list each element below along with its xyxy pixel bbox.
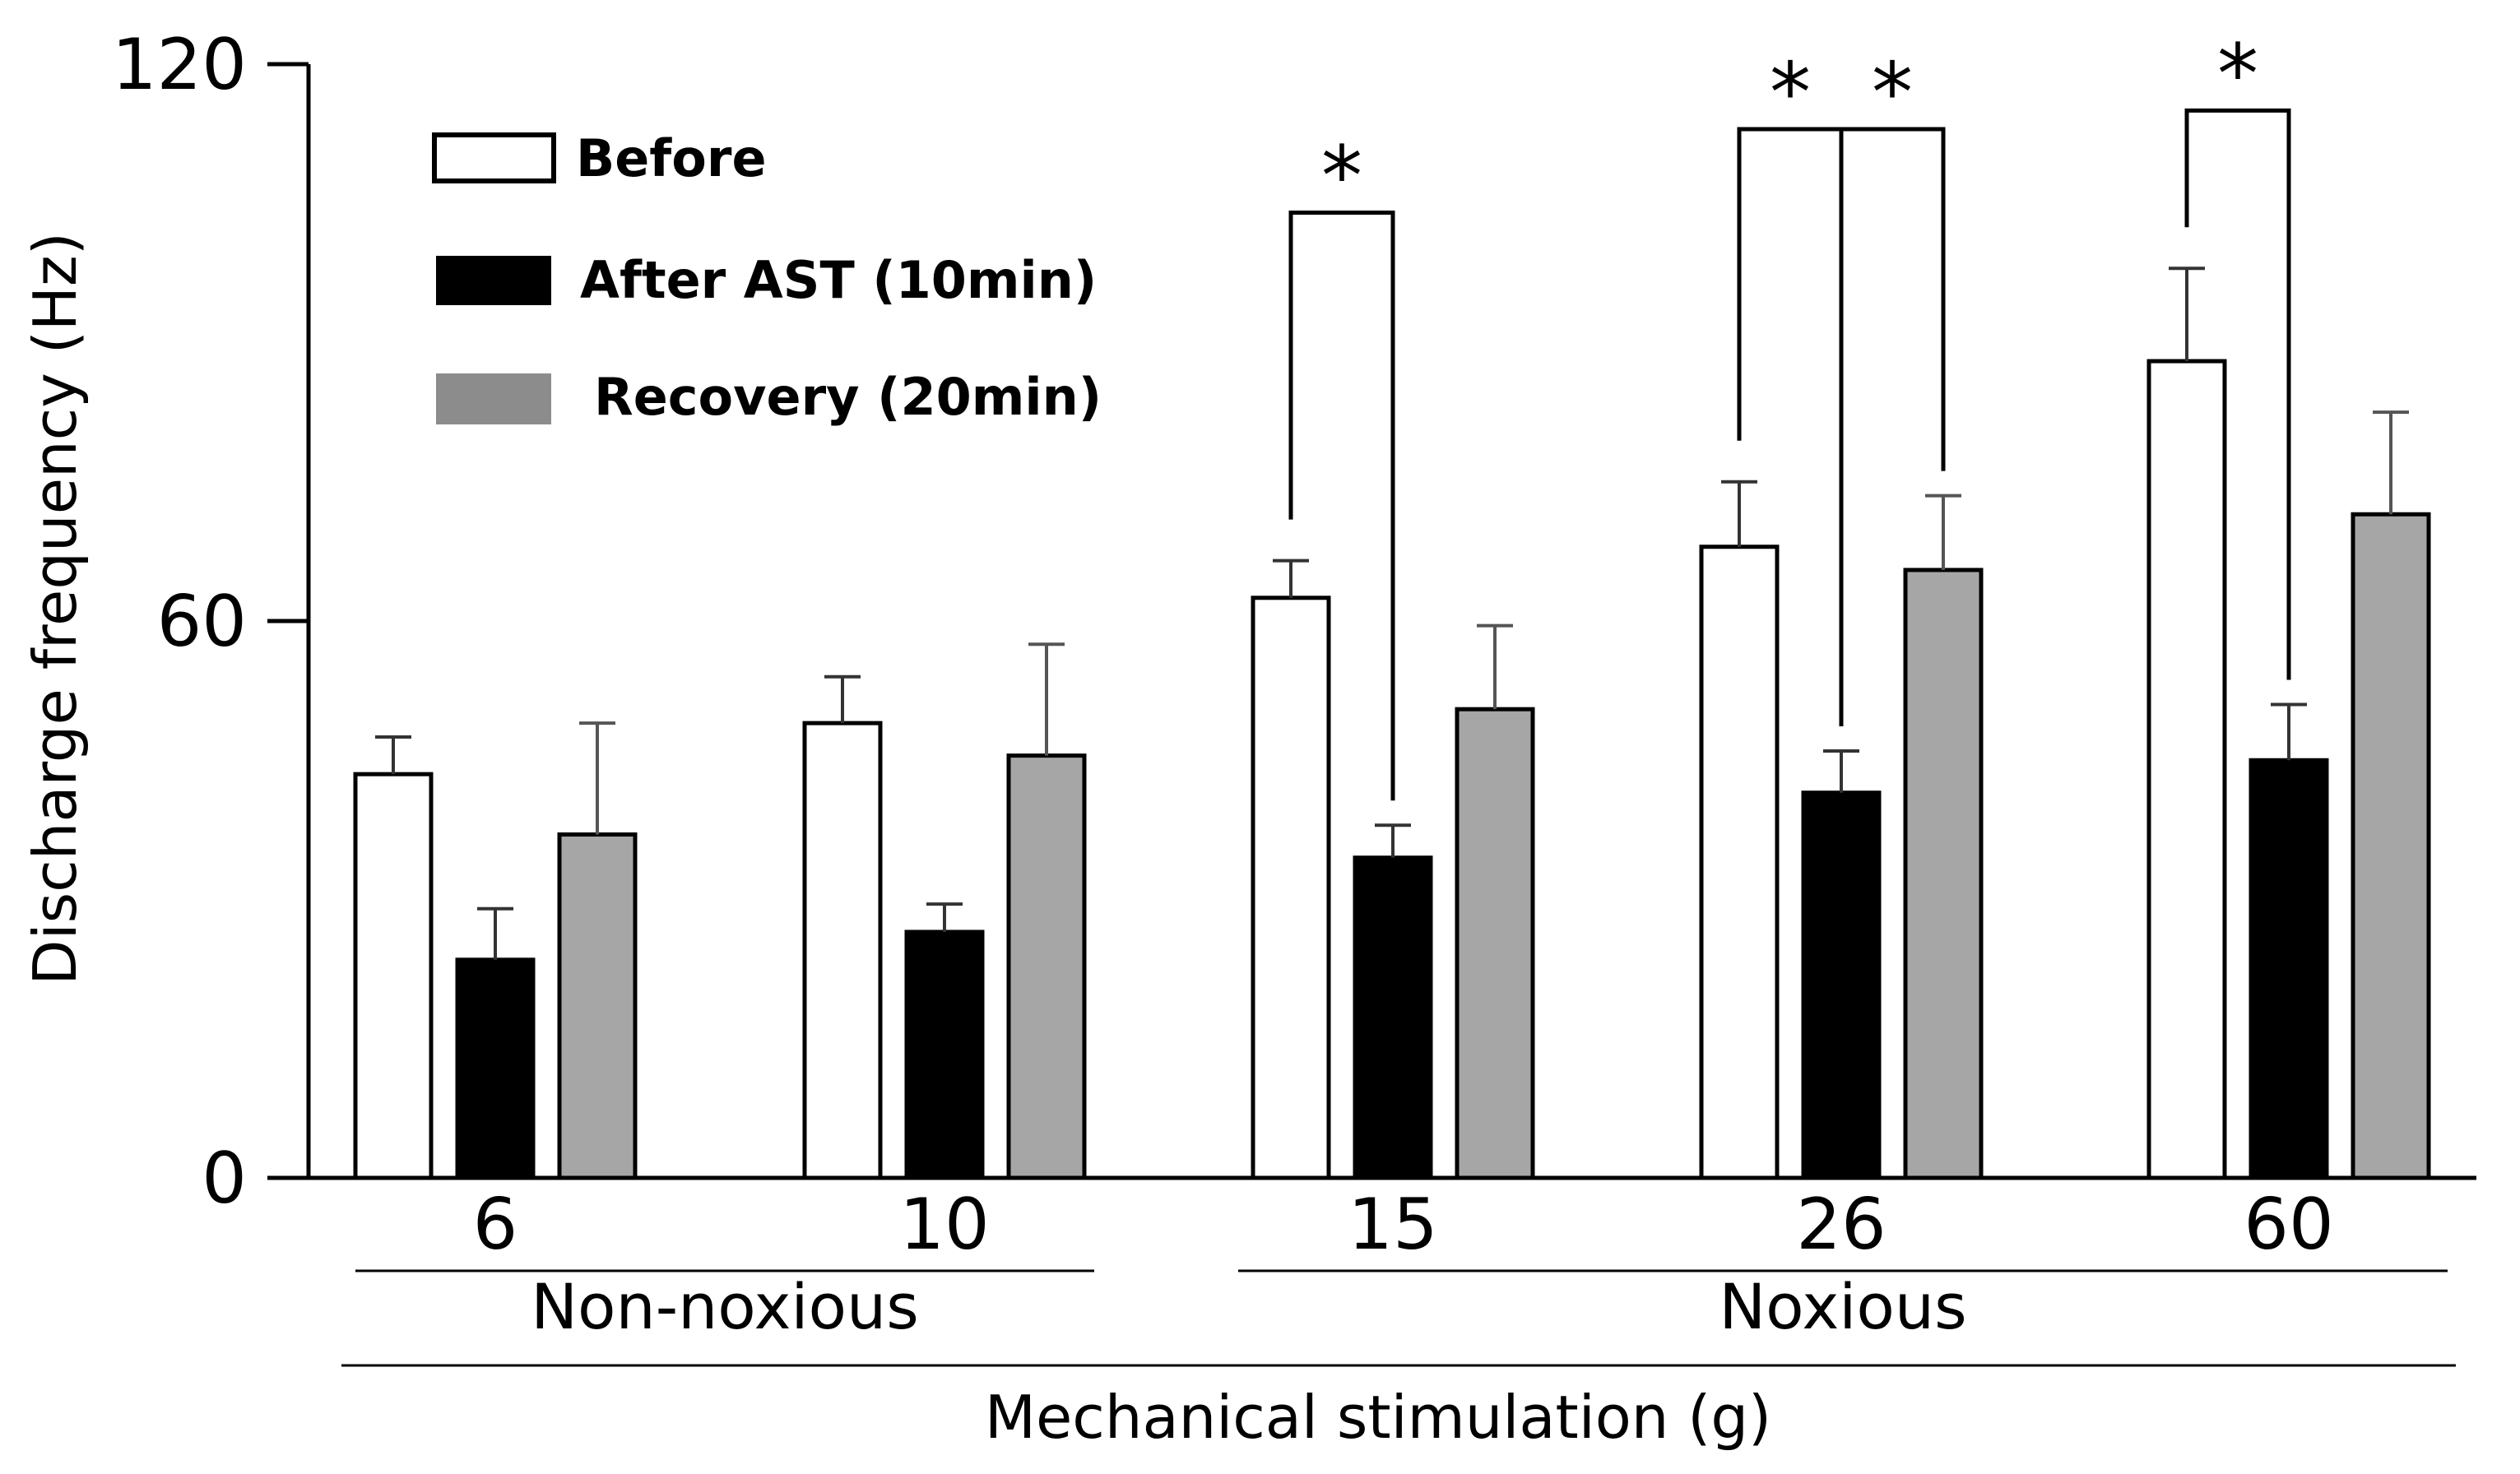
significance-bracket	[1288, 211, 1395, 801]
bar	[557, 832, 638, 1180]
significance-star: *	[1872, 44, 1913, 141]
bar	[1455, 707, 1535, 1180]
significance-markers: * * * *	[1288, 25, 2291, 801]
legend: Before After AST (10min) Recovery (20min…	[432, 128, 1102, 427]
x-axis-title: Mechanical stimulation (g)	[985, 1383, 1771, 1452]
group-label: Noxious	[1719, 1270, 1966, 1343]
x-tick-label: 60	[2244, 1184, 2333, 1266]
x-tick-label: 15	[1348, 1184, 1437, 1266]
error-bars	[375, 267, 2409, 960]
bar	[2146, 359, 2227, 1180]
significance-bracket	[2184, 108, 2291, 680]
y-ticks: 0 60 120	[112, 24, 309, 1220]
y-tick-label: 60	[157, 581, 247, 663]
legend-swatch-before	[432, 132, 556, 183]
bar	[1699, 545, 1780, 1180]
y-tick-label: 0	[202, 1138, 247, 1220]
y-tick-label: 120	[112, 24, 247, 106]
legend-swatch-after	[436, 256, 551, 305]
bar	[904, 929, 985, 1180]
significance-star: *	[1321, 128, 1362, 225]
bar	[2351, 512, 2431, 1180]
legend-label-after: After AST (10min)	[580, 250, 1097, 310]
legend-label-recovery: Recovery (20min)	[594, 367, 1102, 427]
bar	[2249, 758, 2329, 1180]
bar	[1251, 596, 1331, 1180]
legend-swatch-recovery	[436, 373, 551, 424]
significance-bracket	[1839, 127, 1946, 710]
bar	[1006, 753, 1087, 1180]
x-tick-label: 26	[1796, 1184, 1886, 1266]
x-tick-labels: 6 10 15 26 60	[473, 1184, 2334, 1266]
significance-star: *	[1770, 44, 1811, 141]
bar	[1801, 790, 1882, 1180]
x-tick-label: 10	[899, 1184, 989, 1266]
bar	[802, 721, 883, 1180]
bar	[455, 957, 536, 1180]
legend-label-before: Before	[576, 128, 767, 188]
group-brackets: Non-noxious Noxious	[341, 1269, 2456, 1367]
x-tick-label: 6	[473, 1184, 518, 1266]
significance-star: *	[2217, 25, 2258, 122]
y-axis-title: Discharge frequency (Hz)	[21, 232, 90, 985]
bars	[353, 359, 2431, 1180]
bar	[1353, 855, 1433, 1180]
bar	[1903, 568, 1984, 1180]
bar	[353, 772, 434, 1180]
group-label: Non-noxious	[531, 1270, 919, 1343]
